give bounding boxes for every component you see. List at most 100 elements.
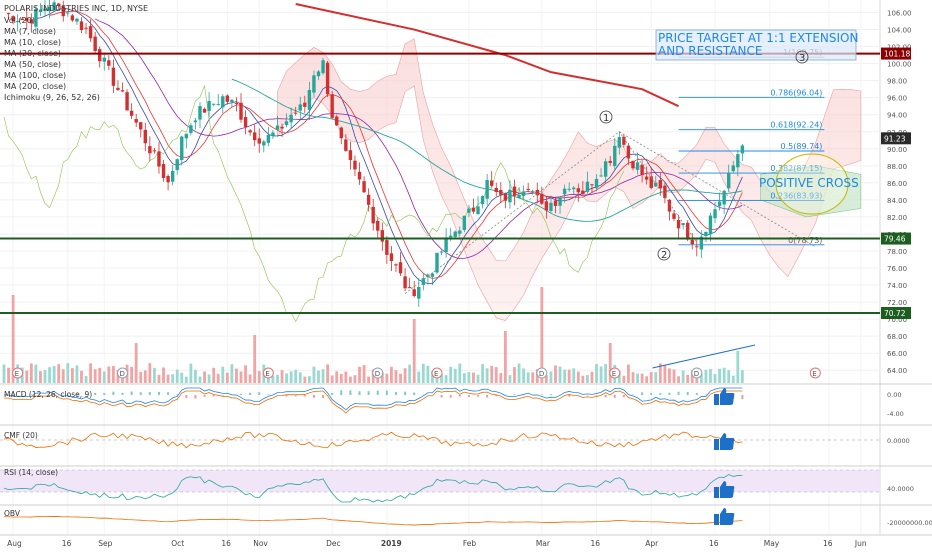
candle-body (367, 195, 370, 205)
candle-body (362, 181, 365, 192)
volume-bar (162, 368, 165, 383)
macd-histogram-bar (668, 393, 670, 395)
candle-body (326, 63, 329, 94)
candle-body (695, 246, 698, 247)
legend-vol: Vol (20) (4, 16, 35, 25)
panel-tick: -4.00 (887, 410, 904, 418)
time-tick: Jun (854, 539, 867, 548)
candle-body (572, 188, 575, 190)
macd-histogram-bar (94, 393, 96, 395)
candle-body (125, 92, 128, 110)
macd-histogram-bar (641, 392, 643, 395)
price-tick: 72.00 (887, 299, 907, 307)
candle-body (321, 60, 324, 73)
macd-histogram-bar (441, 395, 443, 397)
candle-body (581, 191, 584, 195)
candle-body (285, 121, 288, 125)
candle-body (289, 115, 292, 123)
volume-bar (167, 375, 170, 383)
volume-bar (80, 371, 83, 383)
volume-bar (663, 366, 666, 383)
candle-body (590, 184, 593, 185)
macd-histogram-bar (286, 395, 288, 396)
candle-body (244, 117, 247, 127)
macd-histogram-bar (577, 395, 579, 396)
candle-body (75, 19, 78, 22)
volume-bar (62, 369, 65, 383)
macd-histogram-bar (240, 394, 242, 395)
candle-body (399, 262, 402, 273)
candle-body (613, 146, 616, 166)
legend-ma200: MA (200, close) (4, 82, 66, 91)
candle-body (709, 216, 712, 235)
volume-bar (513, 367, 516, 383)
volume-bar (39, 371, 42, 383)
macd-histogram-bar (349, 390, 351, 395)
volume-bar (344, 372, 347, 383)
price-tick: 78.00 (887, 248, 907, 256)
time-tick: Oct (171, 539, 184, 548)
candle-body (540, 194, 543, 204)
volume-bar (203, 372, 206, 383)
macd-histogram-bar (204, 395, 206, 397)
time-tick: 16 (591, 539, 601, 548)
volume-bar (94, 369, 97, 383)
candle-body (134, 119, 137, 123)
candle-body (435, 253, 438, 273)
macd-histogram-bar (112, 392, 114, 395)
volume-bar (326, 364, 329, 383)
time-tick: 16 (221, 539, 231, 548)
volume-bar (509, 375, 512, 383)
macd-histogram-bar (605, 395, 607, 397)
volume-bar (158, 375, 161, 383)
volume-bar (477, 375, 480, 383)
candle-body (371, 207, 374, 224)
candle-body (458, 231, 461, 234)
candle-body (499, 190, 502, 195)
volume-bar (636, 374, 639, 383)
volume-bar (417, 372, 420, 383)
legend-ma7: MA (7, close) (4, 27, 56, 36)
candle-body (463, 216, 466, 230)
event-label: E (265, 370, 269, 378)
volume-bar (468, 372, 471, 383)
macd-histogram-bar (185, 395, 187, 398)
candle-body (586, 182, 589, 192)
event-label: E (434, 370, 438, 378)
candle-body (239, 103, 242, 120)
candle-body (517, 195, 520, 198)
macd-histogram-bar (678, 392, 680, 395)
price-tag-label: 91.23 (884, 134, 906, 143)
volume-bar (627, 365, 630, 383)
macd-histogram-bar (267, 394, 269, 395)
volume-bar (581, 376, 584, 383)
candle-body (385, 240, 388, 255)
candle-body (444, 237, 447, 252)
candle-body (157, 151, 160, 166)
candle-body (103, 58, 106, 62)
volume-bar (426, 366, 429, 383)
candle-body (121, 90, 124, 91)
event-label: E (15, 370, 19, 378)
volume-bar (554, 365, 557, 383)
macd-histogram-bar (705, 394, 707, 395)
macd-histogram-bar (404, 392, 406, 395)
macd-histogram-bar (140, 392, 142, 395)
volume-bar (189, 364, 192, 383)
candle-body (299, 104, 302, 110)
price-tick: 74.00 (887, 282, 907, 290)
macd-histogram-bar (222, 395, 224, 396)
candle-body (303, 103, 306, 107)
price-tick: 68.00 (887, 333, 907, 341)
candle-body (727, 173, 730, 188)
macd-histogram-bar (431, 395, 433, 396)
volume-bar (335, 371, 338, 383)
candle-body (180, 137, 183, 160)
volume-bar (395, 370, 398, 383)
legend-ma20: MA (20, close) (4, 49, 61, 58)
volume-bar (103, 372, 106, 383)
candle-body (732, 165, 735, 171)
candle-body (467, 209, 470, 213)
volume-bar (673, 369, 676, 383)
macd-histogram-bar (395, 392, 397, 395)
